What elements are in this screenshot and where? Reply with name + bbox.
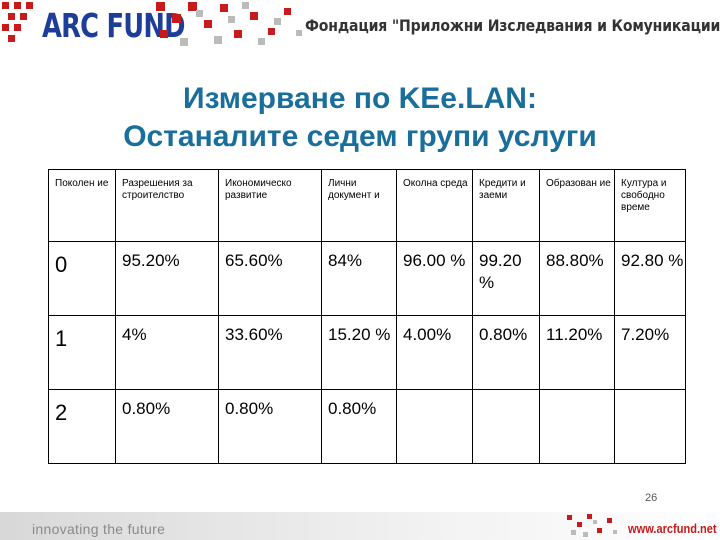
header-cell-building-permits: Разрешения за строителство bbox=[115, 169, 219, 242]
table-cell: 2 bbox=[48, 389, 116, 464]
page-number: 26 bbox=[645, 492, 658, 504]
slide-title: Измерване по KEe.LAN: Останалите седем г… bbox=[0, 80, 720, 156]
header-cell-culture-leisure: Култура и свободно време bbox=[614, 169, 686, 242]
header-cell-education: Образован ие bbox=[539, 169, 615, 242]
table-cell: 4% bbox=[115, 315, 219, 390]
table-cell: 96.00 % bbox=[396, 241, 473, 316]
table-cell: 95.20% bbox=[115, 241, 219, 316]
header-cell-personal-documents: Лични документ и bbox=[321, 169, 397, 242]
results-table: Поколен ие Разрешения за строителство Ик… bbox=[48, 169, 686, 464]
header-cell-generation: Поколен ие bbox=[48, 169, 116, 242]
table-row: 1 4% 33.60% 15.20 % 4.00% 0.80% 11.20% 7… bbox=[48, 315, 686, 390]
title-line-1: Измерване по KEe.LAN: bbox=[183, 82, 537, 115]
table-cell: 0.80% bbox=[321, 389, 397, 464]
title-line-2: Останалите седем групи услуги bbox=[123, 120, 597, 153]
website-link[interactable]: www.arcfund.net bbox=[628, 521, 717, 536]
table-cell: 0 bbox=[48, 241, 116, 316]
table-cell: 0.80% bbox=[218, 389, 322, 464]
table-cell bbox=[614, 389, 686, 464]
logo-squares-icon bbox=[2, 2, 33, 42]
table-cell: 11.20% bbox=[539, 315, 615, 390]
table-cell: 88.80% bbox=[539, 241, 615, 316]
table-cell: 65.60% bbox=[218, 241, 322, 316]
table-cell: 0.80% bbox=[472, 315, 540, 390]
table-cell: 1 bbox=[48, 315, 116, 390]
logo-text: ARC FUND bbox=[42, 6, 186, 45]
header-cell-environment: Околна среда bbox=[396, 169, 473, 242]
table-cell bbox=[539, 389, 615, 464]
table-cell: 0.80% bbox=[115, 389, 219, 464]
table-cell: 99.20 % bbox=[472, 241, 540, 316]
table-cell: 15.20 % bbox=[321, 315, 397, 390]
table-row: 0 95.20% 65.60% 84% 96.00 % 99.20 % 88.8… bbox=[48, 241, 686, 316]
table-row: 2 0.80% 0.80% 0.80% bbox=[48, 389, 686, 464]
table-header-row: Поколен ие Разрешения за строителство Ик… bbox=[48, 169, 686, 242]
table-cell bbox=[472, 389, 540, 464]
footer-tagline: innovating the future bbox=[32, 521, 166, 537]
table-cell bbox=[396, 389, 473, 464]
header: ARC FUND Фондация "Приложни Изследвания … bbox=[0, 0, 720, 52]
decorative-squares-icon bbox=[156, 2, 302, 46]
table-cell: 84% bbox=[321, 241, 397, 316]
footer-squares-icon bbox=[567, 514, 617, 537]
organization-name: Фондация "Приложни Изследвания и Комуник… bbox=[305, 16, 720, 35]
table-cell: 7.20% bbox=[614, 315, 686, 390]
table-cell: 4.00% bbox=[396, 315, 473, 390]
header-cell-economic-development: Икономическо развитие bbox=[218, 169, 322, 242]
table-cell: 92.80 % bbox=[614, 241, 686, 316]
header-cell-credits-loans: Кредити и заеми bbox=[472, 169, 540, 242]
table-cell: 33.60% bbox=[218, 315, 322, 390]
footer: innovating the future www.arcfund.net bbox=[0, 512, 720, 540]
